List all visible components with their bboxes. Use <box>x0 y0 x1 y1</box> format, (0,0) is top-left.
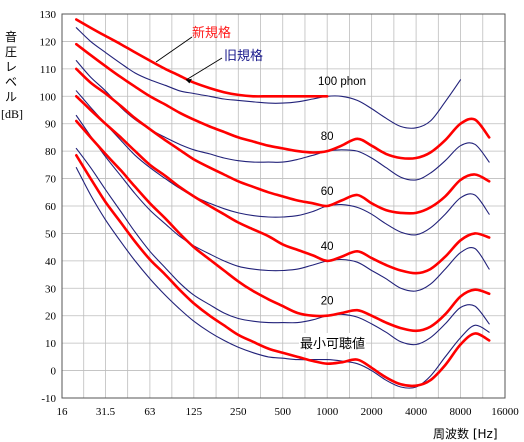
y-tick-label: 10 <box>45 338 57 350</box>
y-tick-label: 40 <box>45 256 57 268</box>
y-tick-label: 120 <box>40 36 57 48</box>
x-tick-label: 31.5 <box>96 406 116 418</box>
x-tick-label: 63 <box>144 406 156 418</box>
y-tick-label: 0 <box>51 366 57 378</box>
phon-level-label: 40 <box>321 241 334 253</box>
phon-level-label: 60 <box>321 186 334 198</box>
annotations: 100 phon 80 60 40 20 <box>155 36 366 308</box>
y-tick-label: 110 <box>40 64 57 76</box>
min-audible-label: 最小可聴値 <box>299 333 367 352</box>
y-tick-label: 50 <box>45 228 57 240</box>
y-tick-label: 20 <box>45 311 57 323</box>
x-tick-label: 500 <box>274 406 291 418</box>
new-standard-curve <box>75 154 491 388</box>
x-tick-label: 16 <box>57 406 69 418</box>
y-tick-label: -10 <box>41 393 56 405</box>
old-standard-curve <box>75 114 490 292</box>
old-standard-curve <box>75 147 490 346</box>
y-tick-label: 80 <box>45 146 57 158</box>
y-tick-label: 130 <box>40 9 57 21</box>
new-standard-curve <box>75 67 491 215</box>
old-standard-leader <box>185 57 223 81</box>
y-tick-label: 100 <box>40 91 57 103</box>
x-tick-label: 8000 <box>450 406 473 418</box>
y-tick-label: 60 <box>45 201 57 213</box>
new-standard-curve <box>75 18 329 98</box>
x-tick-label: 4000 <box>405 406 428 418</box>
plot-frame <box>61 13 506 399</box>
axes: -10 0 10 20 30 40 50 60 70 80 90 100 110 120 130 16 31.5… <box>40 9 520 418</box>
x-axis-label: 周波数 [Hz] <box>433 427 498 441</box>
y-tick-label: 30 <box>45 283 57 295</box>
y-tick-label: 70 <box>45 174 57 186</box>
phon-level-label: 20 <box>321 296 334 308</box>
y-axis-title: 音圧レベル <box>4 30 17 104</box>
old-standard-curve <box>75 27 462 129</box>
new-standard-leader <box>155 36 193 63</box>
phon-level-label: 80 <box>321 131 334 143</box>
x-tick-label: 250 <box>230 406 247 418</box>
new-standard-curve <box>75 119 491 333</box>
x-tick-label: 125 <box>186 406 203 418</box>
old-standard-label: 旧規格 <box>224 49 264 64</box>
y-axis-unit: [dB] <box>1 107 23 121</box>
grid <box>61 13 506 399</box>
new-standard-curves <box>75 18 491 388</box>
x-tick-label: 16000 <box>491 406 519 418</box>
x-tick-label: 2000 <box>361 406 384 418</box>
new-standard-label: 新規格 <box>192 26 232 41</box>
x-tick-label: 1000 <box>316 406 339 418</box>
y-tick-label: 90 <box>45 119 57 131</box>
phon-level-label: 100 phon <box>318 76 366 88</box>
old-standard-curve <box>75 90 490 236</box>
new-standard-curve <box>75 42 491 160</box>
y-axis-label: 音圧レベル [dB] <box>1 30 23 122</box>
old-standard-arrowhead <box>186 78 192 84</box>
new-standard-curve <box>75 95 491 275</box>
